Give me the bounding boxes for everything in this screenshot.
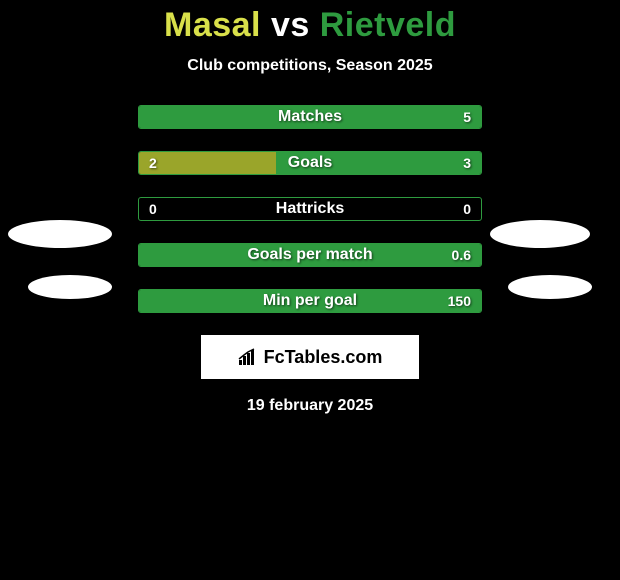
subtitle: Club competitions, Season 2025 xyxy=(0,49,620,97)
title-player2: Rietveld xyxy=(320,6,456,44)
logo-box: FcTables.com xyxy=(201,335,419,379)
title-vs: vs xyxy=(271,6,310,44)
ellipse-left-bot xyxy=(28,275,112,299)
bar-label: Hattricks xyxy=(276,200,344,218)
page-title: Masal vs Rietveld xyxy=(0,0,620,49)
logo-text: FcTables.com xyxy=(264,347,383,368)
bar-value-left: 2 xyxy=(149,155,157,171)
bar-value-right: 3 xyxy=(463,155,471,171)
bar-row: Min per goal 150 xyxy=(138,289,482,313)
comparison-bars: Matches 5 Goals 2 3 Hattricks 0 0 Goals per matc… xyxy=(138,97,482,313)
ellipse-right-top xyxy=(490,220,590,248)
bar-label: Matches xyxy=(278,108,342,126)
bar-chart-icon xyxy=(238,348,260,366)
bar-row: Matches 5 xyxy=(138,105,482,129)
bar-fill-left xyxy=(139,152,276,174)
bar-row: Goals per match 0.6 xyxy=(138,243,482,267)
bar-value-right: 5 xyxy=(463,109,471,125)
bar-value-right: 0 xyxy=(463,201,471,217)
bar-label: Goals per match xyxy=(247,246,372,264)
bar-label: Min per goal xyxy=(263,292,357,310)
bar-label: Goals xyxy=(288,154,332,172)
ellipse-right-bot xyxy=(508,275,592,299)
ellipse-left-top xyxy=(8,220,112,248)
bar-row: Hattricks 0 0 xyxy=(138,197,482,221)
bar-value-right: 150 xyxy=(448,293,471,309)
bar-value-right: 0.6 xyxy=(452,247,471,263)
bar-value-left: 0 xyxy=(149,201,157,217)
title-player1: Masal xyxy=(164,6,261,44)
date-text: 19 february 2025 xyxy=(0,379,620,415)
bar-row: Goals 2 3 xyxy=(138,151,482,175)
